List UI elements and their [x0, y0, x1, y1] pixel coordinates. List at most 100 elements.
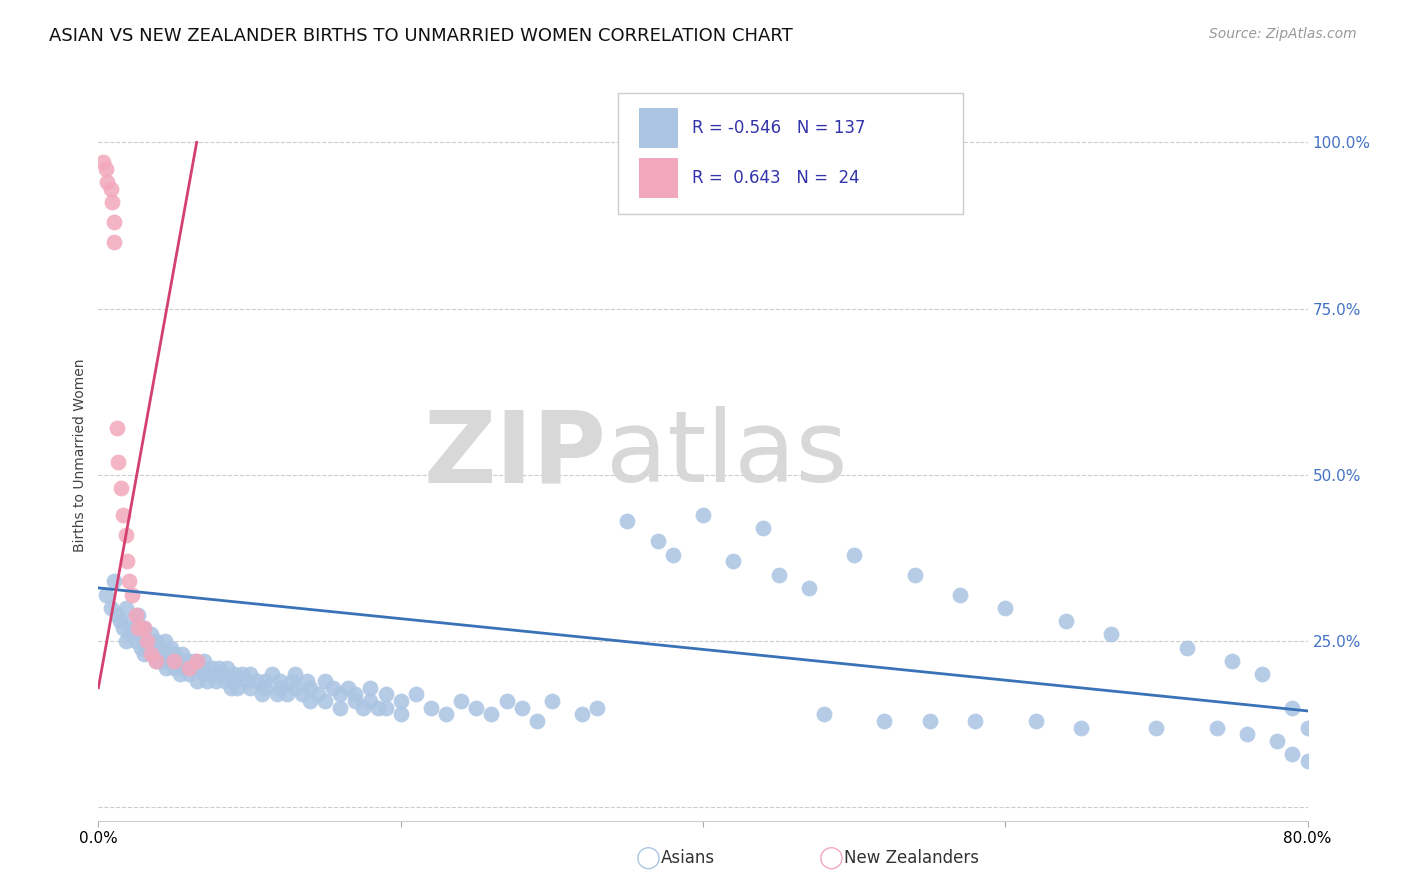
- Point: [389, 694, 412, 708]
- Point: [405, 687, 427, 701]
- Point: [179, 661, 201, 675]
- Point: [148, 654, 170, 668]
- Point: [174, 654, 197, 668]
- Point: [215, 661, 238, 675]
- Point: [101, 195, 124, 210]
- Point: [132, 648, 155, 662]
- Point: [132, 621, 155, 635]
- Point: [111, 508, 134, 522]
- Point: [281, 673, 304, 688]
- Point: [692, 508, 714, 522]
- Point: [166, 654, 188, 668]
- Point: [329, 700, 352, 714]
- Point: [336, 681, 359, 695]
- Point: [226, 681, 249, 695]
- Point: [1281, 747, 1303, 761]
- Point: [141, 627, 163, 641]
- Text: ◯: ◯: [636, 847, 661, 870]
- Point: [156, 654, 179, 668]
- Point: [253, 673, 276, 688]
- Point: [344, 687, 367, 701]
- Point: [100, 600, 122, 615]
- Point: [904, 567, 927, 582]
- Point: [114, 634, 136, 648]
- Text: ZIP: ZIP: [423, 407, 606, 503]
- Point: [616, 515, 638, 529]
- Point: [844, 548, 866, 562]
- Point: [110, 481, 132, 495]
- Point: [250, 687, 273, 701]
- Point: [284, 667, 307, 681]
- Point: [142, 648, 165, 662]
- Point: [202, 667, 225, 681]
- Text: Asians: Asians: [661, 849, 714, 867]
- Point: [1281, 700, 1303, 714]
- Point: [374, 700, 396, 714]
- Point: [374, 687, 396, 701]
- Point: [221, 681, 243, 695]
- Point: [125, 634, 148, 648]
- Point: [108, 614, 131, 628]
- Point: [873, 714, 896, 728]
- Point: [284, 681, 307, 695]
- Text: New Zealanders: New Zealanders: [844, 849, 979, 867]
- Text: R =  0.643   N =  24: R = 0.643 N = 24: [692, 169, 859, 187]
- Point: [195, 673, 218, 688]
- Point: [205, 673, 228, 688]
- Point: [115, 554, 138, 568]
- Point: [193, 654, 215, 668]
- Y-axis label: Births to Unmarried Women: Births to Unmarried Women: [73, 359, 87, 551]
- Point: [1236, 727, 1258, 741]
- Point: [155, 661, 177, 675]
- Point: [647, 534, 669, 549]
- Point: [111, 621, 134, 635]
- Point: [1206, 721, 1229, 735]
- Point: [121, 588, 143, 602]
- Point: [118, 574, 141, 589]
- Point: [246, 673, 269, 688]
- Point: [94, 588, 117, 602]
- Point: [186, 654, 208, 668]
- Point: [1099, 627, 1122, 641]
- Point: [965, 714, 987, 728]
- Point: [201, 661, 224, 675]
- Point: [1175, 640, 1198, 655]
- Point: [450, 694, 472, 708]
- Point: [495, 694, 517, 708]
- Point: [107, 454, 129, 468]
- Point: [797, 581, 820, 595]
- Point: [1054, 614, 1077, 628]
- Point: [190, 661, 212, 675]
- Point: [367, 700, 389, 714]
- Point: [269, 673, 291, 688]
- Text: Source: ZipAtlas.com: Source: ZipAtlas.com: [1209, 27, 1357, 41]
- Point: [253, 681, 276, 695]
- Point: [163, 661, 186, 675]
- Point: [299, 694, 322, 708]
- Point: [723, 554, 745, 568]
- Point: [150, 648, 173, 662]
- Point: [145, 654, 167, 668]
- Point: [1220, 654, 1243, 668]
- Point: [389, 707, 412, 722]
- Point: [1296, 721, 1319, 735]
- Point: [193, 667, 215, 681]
- Point: [994, 600, 1017, 615]
- Point: [118, 627, 141, 641]
- Point: [266, 687, 288, 701]
- Point: [329, 687, 352, 701]
- Point: [1024, 714, 1046, 728]
- Point: [94, 161, 117, 176]
- Point: [661, 548, 683, 562]
- Point: [481, 707, 503, 722]
- Point: [1144, 721, 1167, 735]
- Point: [269, 681, 291, 695]
- Text: R = -0.546   N = 137: R = -0.546 N = 137: [692, 120, 866, 137]
- Point: [184, 654, 207, 668]
- Point: [526, 714, 548, 728]
- Point: [1070, 721, 1092, 735]
- Point: [322, 681, 344, 695]
- Point: [129, 627, 152, 641]
- Point: [181, 661, 204, 675]
- Point: [276, 687, 298, 701]
